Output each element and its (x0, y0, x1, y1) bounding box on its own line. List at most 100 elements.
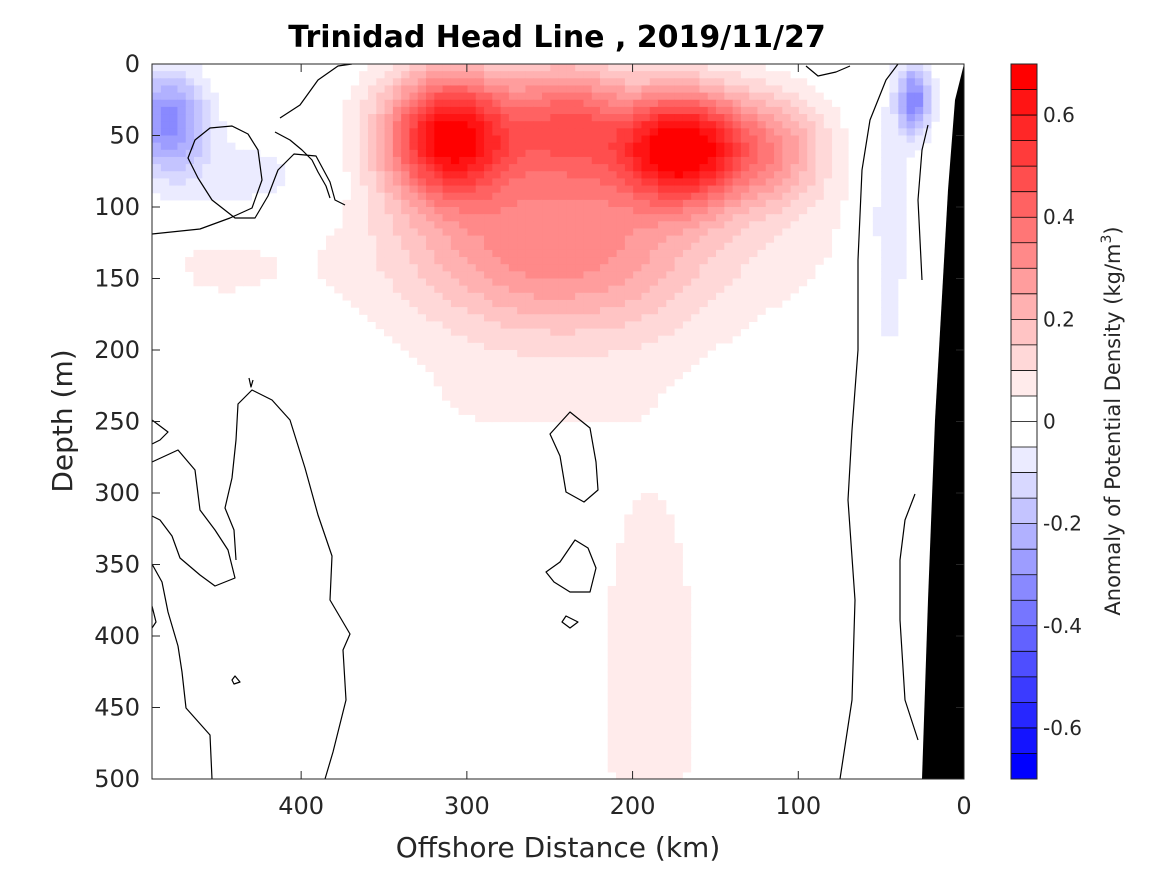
field-cell (152, 128, 161, 137)
field-cell (458, 278, 468, 287)
field-cell (342, 199, 352, 208)
field-cell (632, 657, 642, 666)
field-cell (607, 643, 617, 651)
field-cell (466, 199, 476, 208)
field-cell (359, 164, 369, 172)
field-cell (350, 278, 360, 287)
field-cell (640, 307, 650, 315)
field-cell (433, 292, 443, 301)
field-cell (616, 400, 625, 408)
field-cell (740, 271, 750, 280)
field-cell (458, 199, 468, 208)
field-cell (475, 114, 485, 122)
field-cell (433, 378, 443, 387)
field-cell (665, 771, 675, 779)
field-cell (781, 192, 791, 201)
field-cell (798, 149, 808, 158)
field-cell (632, 550, 642, 558)
field-cell (665, 214, 675, 222)
field-cell (839, 142, 849, 151)
field-cell (541, 242, 551, 251)
field-cell (649, 149, 659, 158)
field-cell (152, 156, 161, 165)
field-cell (350, 271, 360, 280)
field-cell (624, 78, 634, 87)
field-cell (624, 528, 634, 537)
field-cell (889, 235, 899, 244)
field-cell (516, 85, 526, 94)
field-cell (516, 400, 526, 408)
field-cell (756, 192, 766, 201)
field-cell (599, 221, 609, 230)
field-cell (690, 156, 700, 165)
field-cell (773, 264, 783, 272)
field-cell (781, 178, 791, 187)
field-cell (756, 185, 766, 194)
field-cell (773, 214, 783, 222)
field-cell (491, 364, 501, 373)
field-cell (475, 307, 485, 315)
colorbar-swatch (1011, 370, 1037, 396)
field-cell (425, 164, 435, 172)
field-cell (682, 693, 692, 701)
field-cell (649, 493, 659, 501)
field-cell (359, 292, 369, 301)
field-cell (607, 228, 617, 237)
field-cell (350, 207, 360, 215)
field-cell (839, 164, 849, 172)
field-cell (732, 128, 741, 137)
field-cell (773, 149, 783, 158)
field-cell (674, 657, 683, 666)
field-cell (226, 185, 236, 194)
field-cell (458, 321, 468, 330)
field-cell (665, 99, 675, 108)
field-cell (400, 278, 410, 287)
field-cell (632, 235, 642, 244)
field-cell (707, 228, 717, 237)
field-cell (665, 378, 675, 387)
field-cell (533, 171, 543, 179)
field-cell (566, 71, 576, 79)
field-cell (781, 228, 791, 237)
field-cell (657, 621, 667, 630)
field-cell (707, 178, 717, 187)
field-cell (781, 171, 791, 179)
field-cell (897, 114, 907, 122)
field-cell (417, 328, 427, 337)
colorbar-label-text: Anomaly of Potential Density (kg/m (1101, 244, 1125, 616)
field-cell (442, 242, 451, 251)
field-cell (558, 350, 567, 358)
field-cell (458, 149, 468, 158)
field-cell (384, 242, 393, 251)
field-cell (218, 135, 228, 144)
field-cell (342, 114, 352, 122)
field-cell (889, 64, 899, 72)
field-cell (740, 121, 750, 129)
field-cell (566, 78, 576, 87)
field-cell (433, 114, 443, 122)
field-cell (442, 392, 451, 401)
field-cell (425, 242, 435, 251)
field-cell (541, 385, 551, 394)
field-cell (574, 400, 584, 408)
field-cell (914, 142, 924, 151)
field-cell (682, 671, 692, 680)
field-cell (176, 156, 186, 165)
field-cell (674, 228, 683, 237)
field-cell (541, 299, 551, 308)
field-cell (408, 142, 418, 151)
field-cell (591, 242, 601, 251)
field-cell (599, 149, 609, 158)
field-cell (591, 249, 601, 258)
field-cell (632, 99, 642, 108)
field-cell (765, 106, 775, 115)
field-cell (831, 221, 841, 230)
field-cell (508, 85, 518, 94)
field-cell (806, 271, 816, 280)
field-cell (367, 314, 377, 322)
field-cell (508, 249, 518, 258)
field-cell (665, 178, 675, 187)
field-cell (367, 299, 377, 308)
field-cell (524, 185, 534, 194)
